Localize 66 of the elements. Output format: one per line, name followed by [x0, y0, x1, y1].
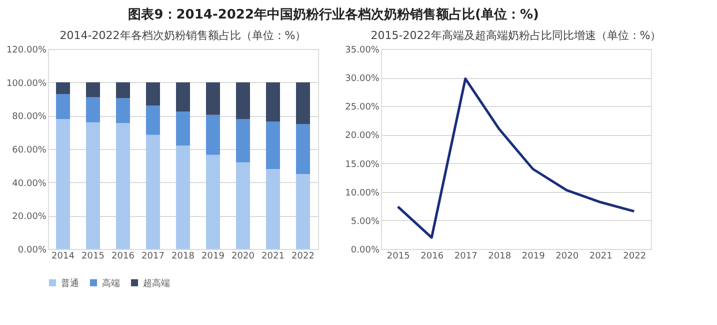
bar	[266, 169, 280, 249]
bar	[86, 82, 100, 98]
bar	[266, 82, 280, 122]
bar	[236, 162, 250, 249]
bar	[146, 134, 160, 249]
x-tick-label: 2018	[488, 252, 512, 262]
bar	[116, 98, 130, 124]
x-tick-label: 2015	[386, 252, 410, 262]
y-tick-label: 80.00%	[12, 112, 47, 122]
x-tick-label: 2016	[420, 252, 444, 262]
bar	[116, 123, 130, 249]
x-tick-label: 2019	[202, 252, 225, 262]
bar	[206, 154, 220, 249]
y-tick-label: 0.00%	[18, 246, 47, 256]
bar	[206, 82, 220, 115]
bar	[176, 146, 190, 249]
bar	[206, 114, 220, 155]
y-tick-label: 25.00%	[345, 102, 380, 113]
bar	[116, 82, 130, 98]
y-tick-label: 20.00%	[345, 131, 380, 142]
bar	[56, 119, 70, 249]
x-tick-label: 2021	[262, 252, 284, 262]
bar	[236, 119, 250, 162]
bar	[56, 94, 70, 119]
x-tick-label: 2015	[82, 252, 104, 262]
x-tick-label: 2020	[232, 252, 255, 262]
bar	[176, 82, 190, 112]
x-tick-label: 2016	[112, 252, 135, 262]
y-tick-label: 60.00%	[12, 146, 47, 156]
x-tick-label: 2022	[623, 252, 646, 262]
legend-label: 超高端	[143, 278, 170, 289]
y-tick-label: 30.00%	[345, 74, 380, 84]
bar	[146, 106, 160, 135]
legend-label: 普通	[61, 278, 79, 289]
x-tick-label: 2018	[172, 252, 195, 262]
x-tick-label: 2017	[454, 252, 478, 262]
y-tick-label: 10.00%	[345, 188, 380, 198]
x-tick-label: 2019	[522, 252, 546, 262]
bar	[236, 82, 250, 119]
text: 图表9：2014-2022年中国奶粉行业各档次奶粉销售额占比(单位：%)	[128, 6, 539, 22]
y-tick-label: 0.00%	[350, 246, 380, 256]
x-tick-label: 2017	[142, 252, 164, 262]
bar	[296, 124, 310, 174]
line-series	[396, 77, 636, 239]
x-tick-label: 2014	[52, 252, 75, 262]
bar	[86, 122, 100, 249]
x-tick-label: 2020	[556, 252, 579, 262]
bar	[176, 112, 190, 146]
y-tick-label: 120.00%	[6, 46, 47, 56]
bar	[296, 82, 310, 124]
legend-label: 高端	[102, 278, 120, 289]
x-tick-label: 2022	[292, 252, 314, 262]
y-tick-label: 35.00%	[345, 46, 380, 56]
bar	[266, 122, 280, 169]
y-tick-label: 40.00%	[12, 178, 47, 189]
y-tick-label: 5.00%	[350, 216, 380, 227]
bar	[146, 82, 160, 106]
x-tick-label: 2021	[589, 252, 612, 262]
bar	[56, 82, 70, 94]
y-tick-label: 100.00%	[6, 78, 47, 89]
bar	[296, 174, 310, 249]
y-tick-label: 20.00%	[12, 212, 47, 222]
chart-title: 2014-2022年各档次奶粉销售额占比（单位：%）	[60, 29, 306, 42]
y-tick-label: 15.00%	[345, 160, 380, 170]
bar	[86, 97, 100, 122]
chart-title: 2015-2022年高端及超高端奶粉占比同比增速（单位：%）	[370, 29, 662, 42]
